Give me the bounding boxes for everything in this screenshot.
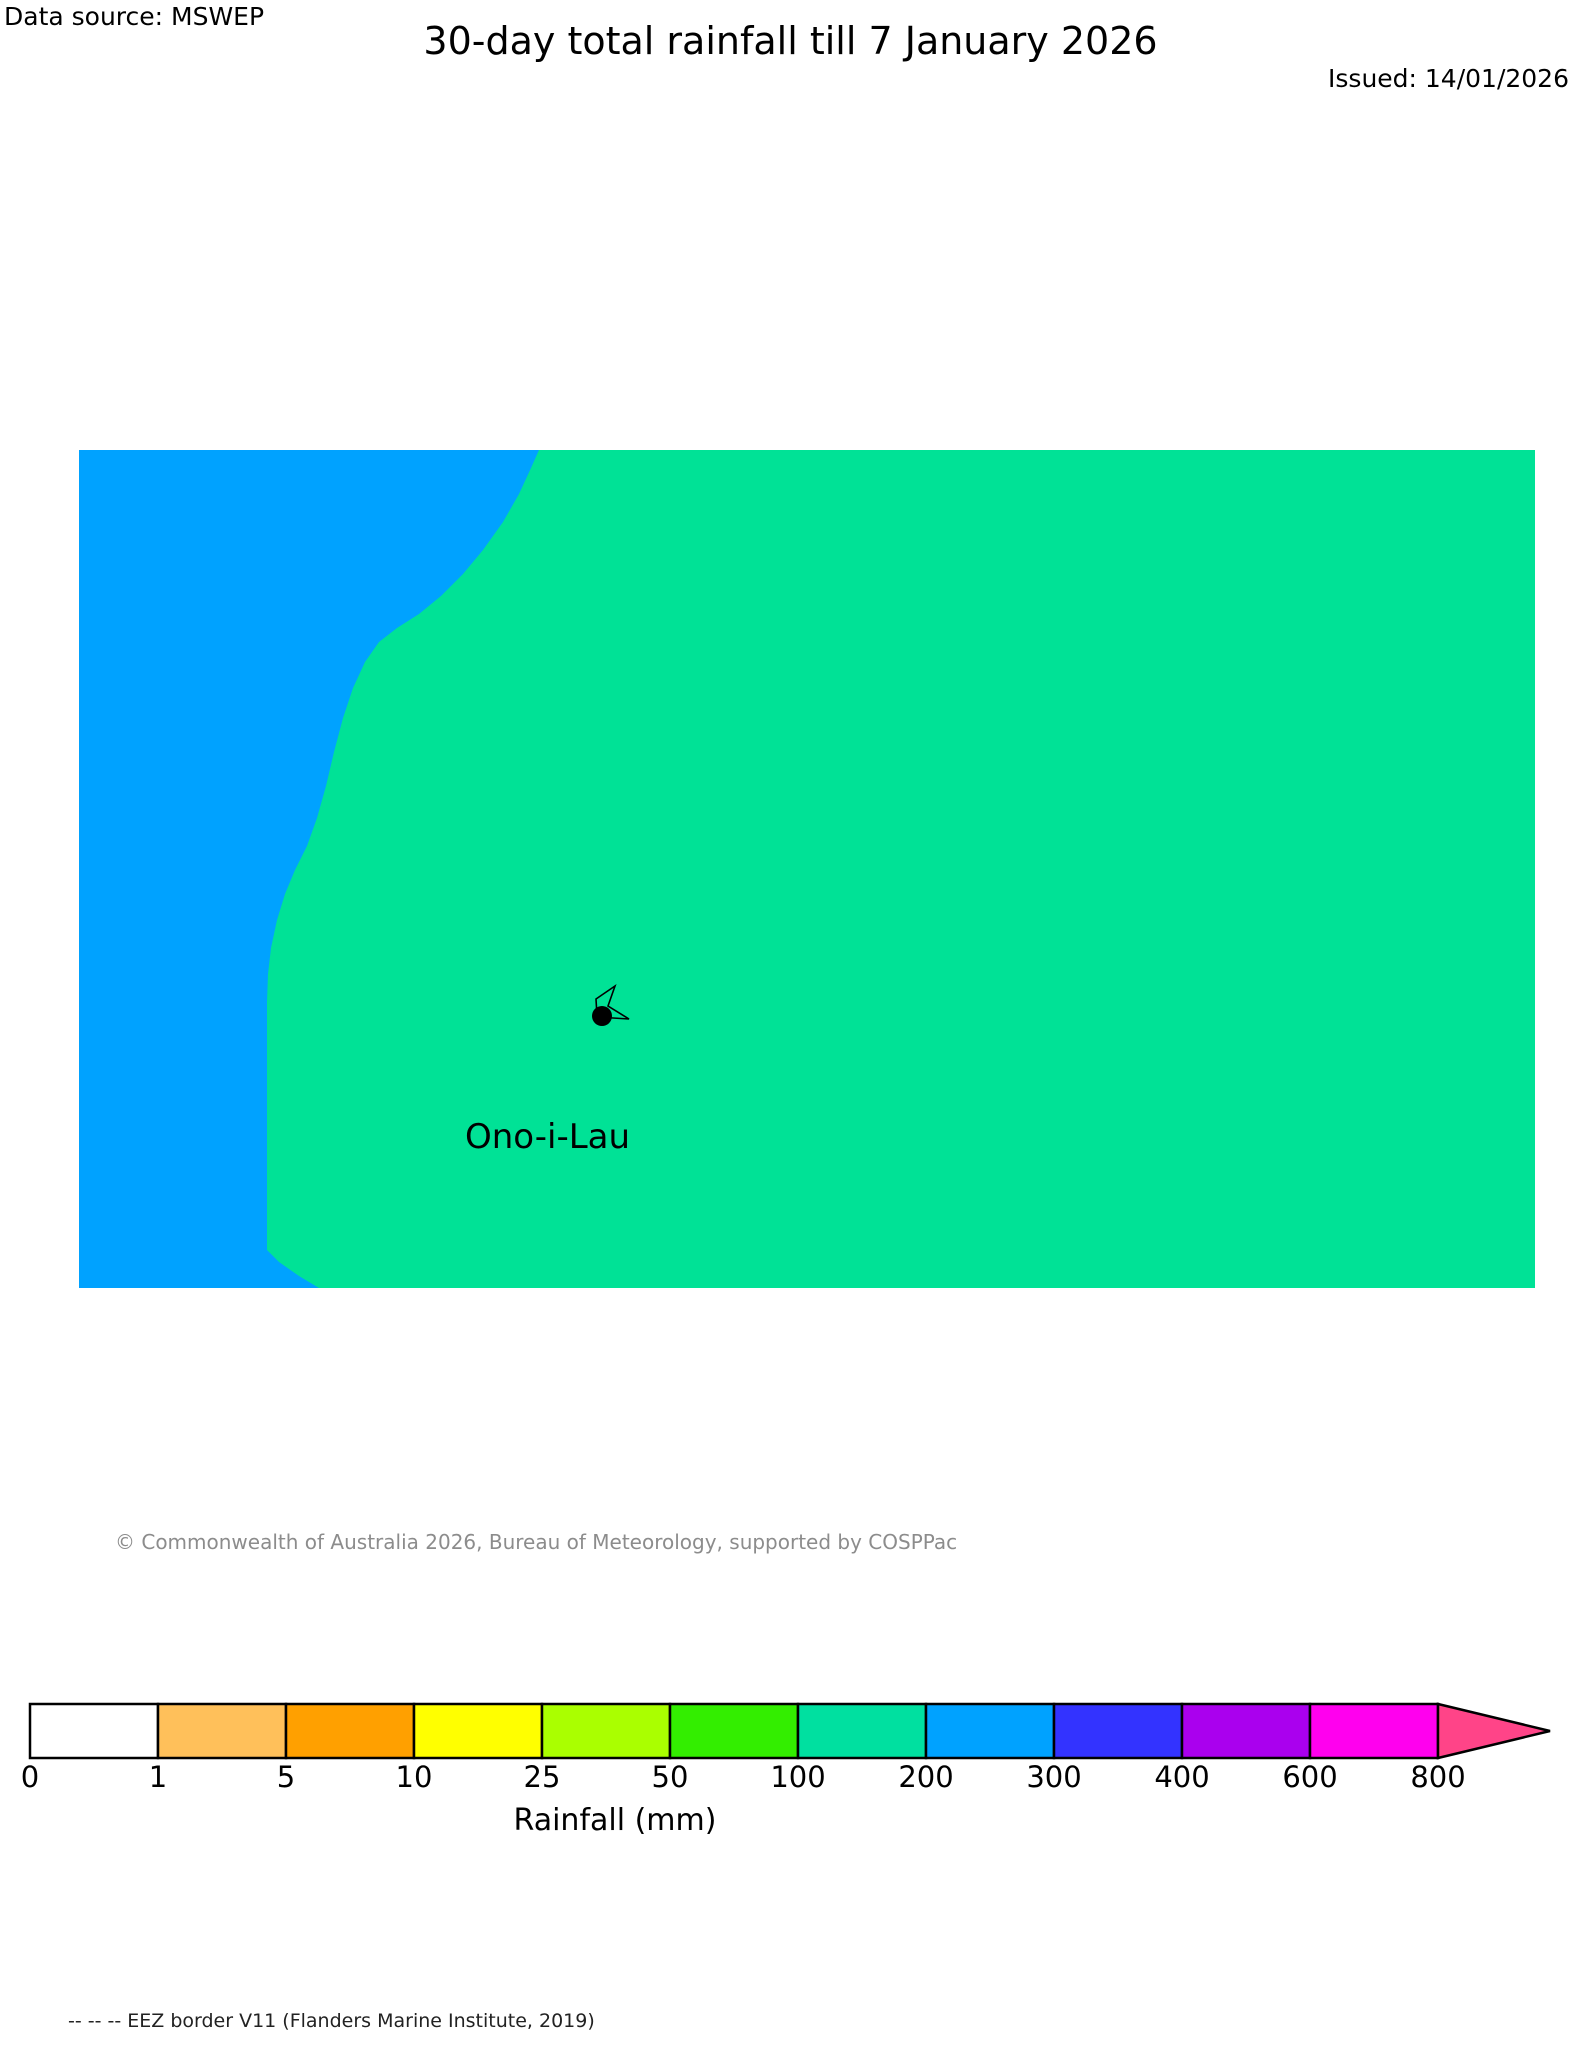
colorbar-tick-0: 0	[20, 1760, 40, 1794]
colorbar: 0 1 5 10 25 50 100 200 300 400 600 800 R…	[0, 1700, 1581, 1880]
colorbar-tick-800: 800	[1410, 1760, 1466, 1794]
colorbar-segment-5-10	[284, 1702, 416, 1760]
page-title: 30-day total rainfall till 7 January 202…	[423, 19, 1158, 63]
colorbar-segment-600-800	[1308, 1702, 1440, 1760]
colorbar-segment-1-5	[156, 1702, 288, 1760]
island-marker-group	[592, 983, 630, 1026]
colorbar-tick-300: 300	[1026, 1760, 1082, 1794]
data-source-label: Data source: MSWEP	[4, 2, 265, 31]
colorbar-swatches	[28, 1702, 1551, 1760]
colorbar-segment-200-300	[924, 1702, 1056, 1760]
copyright-notice: © Commonwealth of Australia 2026, Bureau…	[115, 1530, 958, 1554]
colorbar-segment-400-600	[1180, 1702, 1312, 1760]
station-dot-icon	[592, 1006, 612, 1026]
map-band-200-300	[79, 450, 539, 1288]
colorbar-tick-25: 25	[523, 1760, 561, 1794]
colorbar-tick-5: 5	[276, 1760, 296, 1794]
issued-date-label: Issued: 14/01/2026	[1328, 64, 1569, 93]
colorbar-segment-25-50	[540, 1702, 672, 1760]
colorbar-extend-arrow	[1436, 1702, 1551, 1760]
rainfall-map	[79, 450, 1535, 1288]
colorbar-segment-100-200	[796, 1702, 928, 1760]
colorbar-tick-400: 400	[1154, 1760, 1210, 1794]
colorbar-tick-1: 1	[148, 1760, 168, 1794]
colorbar-segment-0-1	[28, 1702, 160, 1760]
colorbar-segment-50-100	[668, 1702, 800, 1760]
colorbar-segment-10-25	[412, 1702, 544, 1760]
colorbar-tick-200: 200	[898, 1760, 954, 1794]
colorbar-segments	[28, 1702, 1551, 1760]
map-canvas	[79, 450, 1535, 1288]
colorbar-segment-300-400	[1052, 1702, 1184, 1760]
colorbar-tick-labels: 0 1 5 10 25 50 100 200 300 400 600 800	[0, 1759, 1581, 1799]
colorbar-tick-100: 100	[770, 1760, 826, 1794]
eez-border-legend: -- -- -- EEZ border V11 (Flanders Marine…	[68, 2010, 595, 2032]
island-name-label: Ono-i-Lau	[465, 1117, 631, 1157]
island-outline-icon	[595, 983, 630, 1020]
colorbar-tick-600: 600	[1282, 1760, 1338, 1794]
colorbar-tick-10: 10	[395, 1760, 433, 1794]
colorbar-axis-label: Rainfall (mm)	[513, 1803, 717, 1838]
colorbar-tick-50: 50	[651, 1760, 689, 1794]
